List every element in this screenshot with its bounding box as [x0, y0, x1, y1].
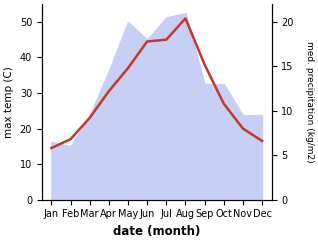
Y-axis label: max temp (C): max temp (C) — [4, 66, 14, 138]
Y-axis label: med. precipitation (kg/m2): med. precipitation (kg/m2) — [305, 41, 314, 163]
X-axis label: date (month): date (month) — [113, 225, 200, 238]
